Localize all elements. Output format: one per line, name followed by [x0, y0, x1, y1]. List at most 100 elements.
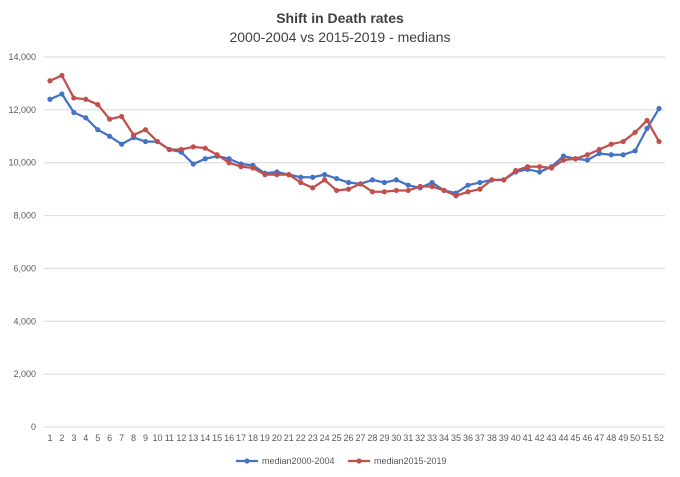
data-point [345, 179, 352, 186]
data-point [548, 165, 555, 171]
data-point [119, 113, 125, 120]
data-point [95, 101, 101, 108]
x-tick-label: 34 [439, 433, 449, 443]
data-point [59, 91, 65, 97]
x-tick-label: 5 [95, 433, 100, 443]
data-point [286, 172, 292, 178]
x-tick-label: 26 [344, 433, 354, 443]
data-point [525, 164, 531, 170]
data-point [429, 179, 435, 186]
series-line [49, 74, 661, 197]
x-tick-label: 4 [83, 433, 88, 443]
x-tick-label: 21 [284, 433, 294, 443]
data-point [513, 168, 519, 174]
data-point [274, 172, 280, 178]
data-point [83, 115, 89, 121]
x-tick-label: 10 [152, 433, 162, 443]
data-point [477, 179, 483, 186]
data-point [333, 187, 340, 194]
data-point [238, 164, 244, 170]
data-point [322, 177, 328, 183]
x-tick-label: 38 [487, 433, 497, 443]
x-tick-label: 15 [212, 433, 222, 443]
data-point [333, 175, 340, 182]
data-point [298, 179, 304, 186]
x-tick-label: 16 [224, 433, 234, 443]
data-point [178, 146, 184, 153]
data-point [369, 177, 376, 183]
data-point [477, 186, 483, 192]
x-tick-label: 23 [308, 433, 318, 443]
x-tick-label: 52 [654, 433, 664, 443]
data-point [537, 169, 543, 175]
x-tick-label: 45 [570, 433, 580, 443]
data-point [620, 138, 626, 145]
x-tick-label: 6 [107, 433, 112, 443]
x-tick-label: 24 [320, 433, 330, 443]
legend-marker [356, 458, 362, 464]
x-tick-label: 31 [403, 433, 413, 443]
x-tick-label: 9 [143, 433, 148, 443]
x-tick-label: 7 [119, 433, 124, 443]
data-point [250, 165, 256, 171]
data-point [95, 127, 101, 133]
data-point [190, 161, 196, 167]
x-tick-label: 49 [618, 433, 628, 443]
x-tick-label: 39 [499, 433, 509, 443]
data-point [226, 160, 232, 166]
x-tick-label: 41 [523, 433, 533, 443]
data-point [632, 148, 638, 154]
data-point [119, 141, 125, 147]
legend-label: median2015-2019 [374, 456, 447, 466]
x-tick-label: 18 [248, 433, 258, 443]
x-tick-label: 12 [176, 433, 186, 443]
x-tick-label: 8 [131, 433, 136, 443]
data-point [465, 189, 471, 195]
data-point [130, 132, 137, 138]
data-point [596, 146, 602, 153]
x-tick-label: 35 [451, 433, 461, 443]
y-axis-ticks: 0 2,000 4,000 6,000 8,000 10,000 12,000 14,000 [8, 52, 36, 432]
data-point [465, 182, 471, 188]
data-point [393, 177, 399, 183]
data-point [405, 187, 411, 194]
data-point [429, 183, 435, 190]
data-point [202, 145, 208, 151]
data-point [453, 193, 459, 199]
data-point [83, 96, 89, 102]
y-tick-label: 8,000 [13, 211, 36, 221]
data-point [596, 150, 602, 157]
data-point [608, 152, 614, 158]
x-tick-label: 48 [606, 433, 616, 443]
data-point [644, 125, 650, 131]
data-point [310, 174, 316, 180]
data-point [560, 153, 567, 159]
x-tick-label: 20 [272, 433, 282, 443]
data-point [166, 146, 172, 153]
x-tick-label: 1 [47, 433, 52, 443]
x-axis-ticks: 1 2 3 4 5 6 7 8 9 10 11 12 13 14 15 16 17 18 19 20 21 22 23 24 2… [47, 433, 664, 443]
data-point [214, 152, 220, 158]
grid-lines [44, 56, 665, 428]
data-point [71, 95, 77, 101]
series-line [49, 92, 660, 195]
y-tick-label: 6,000 [13, 263, 36, 273]
x-tick-label: 25 [332, 433, 342, 443]
legend-marker [244, 458, 250, 464]
data-point [154, 138, 161, 145]
x-tick-label: 27 [355, 433, 365, 443]
data-point [537, 164, 543, 170]
data-point [644, 117, 650, 124]
data-point [393, 187, 399, 194]
data-point [656, 105, 662, 112]
series-1 [47, 91, 662, 196]
data-point [441, 187, 447, 194]
data-point [298, 174, 304, 180]
x-tick-label: 40 [511, 433, 521, 443]
data-point [71, 109, 77, 116]
data-point [357, 181, 364, 187]
x-tick-label: 42 [535, 433, 545, 443]
x-tick-label: 14 [200, 433, 210, 443]
